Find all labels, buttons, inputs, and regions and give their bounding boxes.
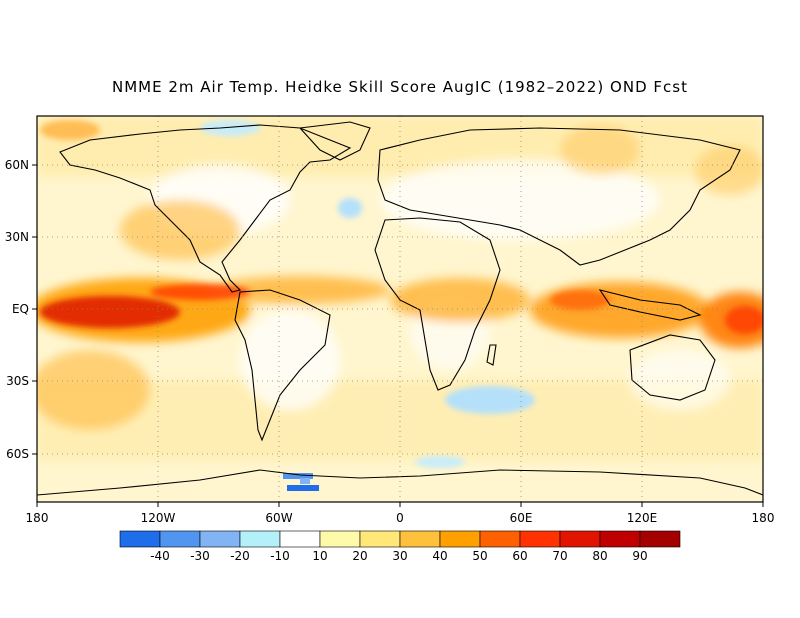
colorbar: -40 -30 -20 -10 10 20 30 40 50 60 70 80 90 (119, 530, 681, 563)
colorbar-label: -10 (270, 549, 290, 563)
lon-tick-label: 120E (627, 511, 658, 525)
colorbar-swatch (599, 530, 641, 548)
colorbar-swatch (279, 530, 321, 548)
colorbar-swatch (119, 530, 161, 548)
colorbar-label: 20 (352, 549, 367, 563)
lon-tick-label: 120W (141, 511, 176, 525)
colorbar-swatch (319, 530, 361, 548)
colorbar-label: -20 (230, 549, 250, 563)
colorbar-swatch (519, 530, 561, 548)
colorbar-swatch (559, 530, 601, 548)
lon-tick-label: 60E (510, 511, 533, 525)
colorbar-swatch (439, 530, 481, 548)
lat-tick-label: 60S (6, 447, 29, 461)
colorbar-label: 50 (472, 549, 487, 563)
lat-tick-label: 30S (6, 374, 29, 388)
colorbar-label: 70 (552, 549, 567, 563)
colorbar-label: 30 (392, 549, 407, 563)
colorbar-swatch (159, 530, 201, 548)
colorbar-label: 60 (512, 549, 527, 563)
lon-tick-label: 180 (26, 511, 49, 525)
lon-tick-label: 60W (265, 511, 292, 525)
lon-tick-label: 180 (752, 511, 775, 525)
colorbar-swatch (639, 530, 681, 548)
lon-tick-label: 0 (396, 511, 404, 525)
lat-tick-label: 60N (5, 158, 29, 172)
colorbar-label: 80 (592, 549, 607, 563)
colorbar-swatch (359, 530, 401, 548)
colorbar-swatch (239, 530, 281, 548)
colorbar-label: 90 (632, 549, 647, 563)
coastlines (37, 121, 763, 496)
gridlines (37, 116, 763, 502)
colorbar-swatch (479, 530, 521, 548)
lon-tick-labels: 180 120W 60W 0 60E 120E 180 (26, 511, 775, 525)
colorbar-label: 10 (312, 549, 327, 563)
colorbar-label: -40 (150, 549, 170, 563)
lat-tick-label: EQ (12, 302, 29, 316)
colorbar-swatch (199, 530, 241, 548)
lat-tick-label: 30N (5, 230, 29, 244)
colorbar-label: 40 (432, 549, 447, 563)
colorbar-swatch (399, 530, 441, 548)
map-title: NMME 2m Air Temp. Heidke Skill Score Aug… (112, 78, 688, 96)
lat-tick-labels: 60N 30N EQ 30S 60S (5, 158, 29, 461)
colorbar-label: -30 (190, 549, 210, 563)
